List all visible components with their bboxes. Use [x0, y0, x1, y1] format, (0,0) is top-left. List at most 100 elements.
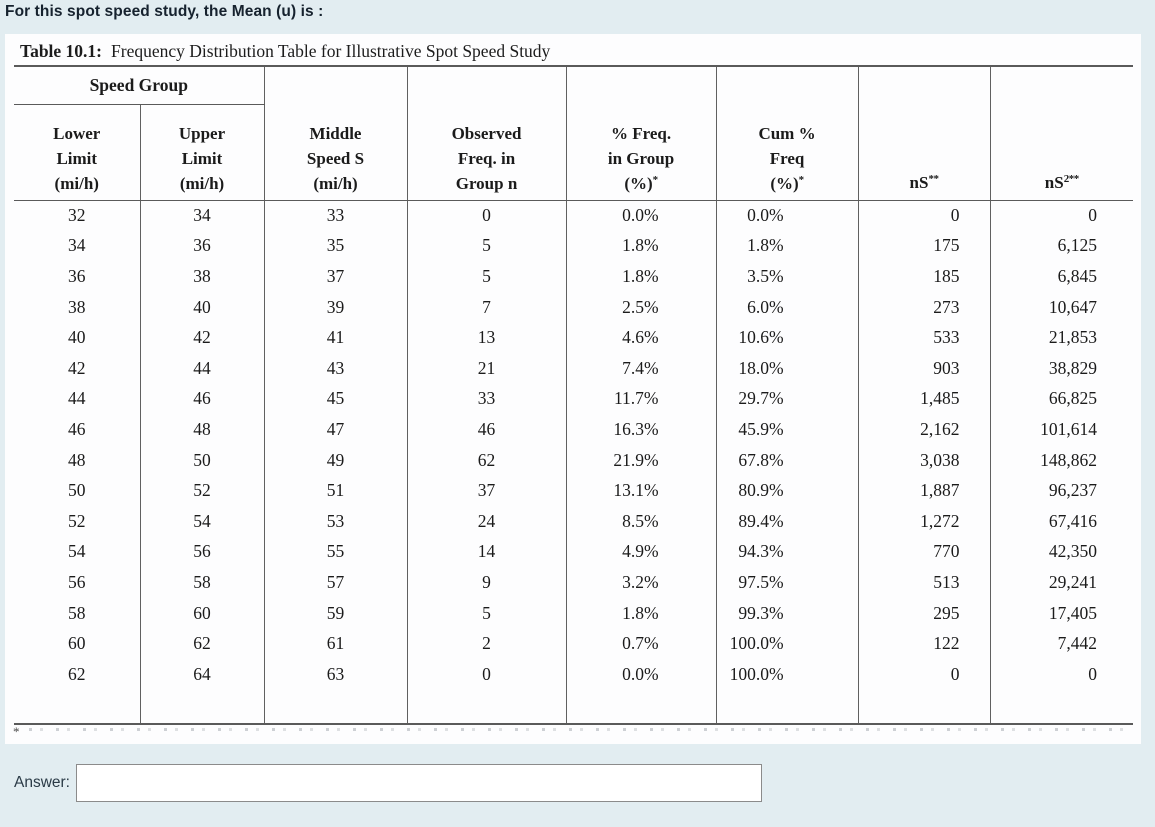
- cell: 38: [139, 261, 265, 292]
- cell: 185: [857, 261, 991, 292]
- cell: 18.0%: [715, 352, 859, 384]
- cell: 46: [406, 414, 567, 445]
- column-header-ns: nS**: [857, 66, 991, 201]
- answer-row: Answer:: [14, 764, 762, 802]
- cell: 32: [68, 205, 86, 226]
- cell: 33: [406, 383, 567, 415]
- cell: 770: [857, 536, 991, 568]
- cell: 6,845: [989, 261, 1134, 292]
- cell: 48: [68, 449, 86, 470]
- cell: 60: [139, 597, 265, 629]
- cell: 148,862: [989, 444, 1134, 476]
- cell: 1,887: [857, 475, 991, 506]
- cell: 11.7%: [565, 383, 717, 415]
- cell: 58: [139, 567, 265, 598]
- table-row: 36 38 37 5 1.8% 3.5% 185 6,845: [14, 261, 1134, 292]
- cell: 29.7%: [715, 383, 859, 415]
- cell: 45: [263, 383, 408, 415]
- cell: 295: [857, 597, 991, 629]
- cell: 80.9%: [715, 475, 859, 506]
- table-title: Table 10.1: Frequency Distribution Table …: [5, 34, 1141, 65]
- cell: 5: [406, 597, 567, 629]
- answer-input[interactable]: [76, 764, 762, 802]
- cell: 122: [857, 628, 991, 659]
- table-row: 34 36 35 5 1.8% 1.8% 175 6,125: [14, 230, 1134, 262]
- table-row: 56 58 57 9 3.2% 97.5% 513 29,241: [14, 567, 1134, 598]
- cell: 13.1%: [565, 475, 717, 506]
- cell: 44: [139, 352, 265, 384]
- cell: 63: [263, 658, 408, 690]
- cell: 0.0%: [565, 200, 717, 231]
- cell: 43: [263, 352, 408, 384]
- cell: 13: [406, 322, 567, 353]
- cell: 21,853: [989, 322, 1134, 353]
- table-row: 62 64 63 0 0.0% 100.0% 0 0: [14, 658, 1134, 690]
- cell: 5: [406, 261, 567, 292]
- cell: 17,405: [989, 597, 1134, 629]
- table-row: 46 48 47 46 16.3% 45.9% 2,162 101,614: [14, 414, 1134, 445]
- cell: 21: [406, 352, 567, 384]
- cell: 67,416: [989, 505, 1134, 537]
- cell: 0: [857, 200, 991, 231]
- cell: 6,125: [989, 230, 1134, 262]
- cell: 0.0%: [715, 200, 859, 231]
- cell: 9: [406, 567, 567, 598]
- cell: 96,237: [989, 475, 1134, 506]
- cell: 45.9%: [715, 414, 859, 445]
- cell: 47: [263, 414, 408, 445]
- cell: 34: [139, 200, 265, 231]
- cell: 94.3%: [715, 536, 859, 568]
- cell: 46: [139, 383, 265, 415]
- table-title-text: Frequency Distribution Table for Illustr…: [111, 41, 551, 61]
- table-row: 40 42 41 13 4.6% 10.6% 533 21,853: [14, 322, 1134, 353]
- cell: 44: [68, 388, 86, 409]
- cell: 57: [263, 567, 408, 598]
- table-row: 38 40 39 7 2.5% 6.0% 273 10,647: [14, 291, 1134, 323]
- cell: 1.8%: [565, 230, 717, 262]
- cell: 3,038: [857, 444, 991, 476]
- cell: 29,241: [989, 567, 1134, 598]
- cell: 5: [406, 230, 567, 262]
- cell: 52: [139, 475, 265, 506]
- cell: 7.4%: [565, 352, 717, 384]
- cell: 0: [406, 200, 567, 231]
- cell: 3.2%: [565, 567, 717, 598]
- column-header-lower-limit: Lower Limit (mi/h): [14, 104, 140, 201]
- cell: 38,829: [989, 352, 1134, 384]
- cell: 97.5%: [715, 567, 859, 598]
- cell: 89.4%: [715, 505, 859, 537]
- cell: 42: [139, 322, 265, 353]
- cell: 0.7%: [565, 628, 717, 659]
- cell: 10,647: [989, 291, 1134, 323]
- cell: 6.0%: [715, 291, 859, 323]
- column-header-cum-pct-freq: Cum % Freq (%)*: [715, 66, 859, 201]
- cell: 533: [857, 322, 991, 353]
- cell: 36: [68, 265, 86, 286]
- cell: 0: [857, 658, 991, 690]
- column-header-observed-freq: Observed Freq. in Group n: [406, 66, 567, 201]
- cell: 101,614: [989, 414, 1134, 445]
- table-row: 54 56 55 14 4.9% 94.3% 770 42,350: [14, 536, 1134, 568]
- cell: 55: [263, 536, 408, 568]
- column-header-upper-limit: Upper Limit (mi/h): [139, 104, 265, 201]
- cell: 10.6%: [715, 322, 859, 353]
- cell: 16.3%: [565, 414, 717, 445]
- cell: 41: [263, 322, 408, 353]
- cell: 0: [989, 200, 1134, 231]
- cell: 64: [139, 658, 265, 690]
- cell: 37: [263, 261, 408, 292]
- table-row: 44 46 45 33 11.7% 29.7% 1,485 66,825: [14, 383, 1134, 415]
- cell: 61: [263, 628, 408, 659]
- cell: 2: [406, 628, 567, 659]
- table-row: 50 52 51 37 13.1% 80.9% 1,887 96,237: [14, 475, 1134, 506]
- table-row: 32 34 33 0 0.0% 0.0% 0 0: [14, 200, 1134, 231]
- cell: 3.5%: [715, 261, 859, 292]
- clipped-footnote-text: [29, 727, 1123, 731]
- cell: 0.0%: [565, 658, 717, 690]
- cell: 59: [263, 597, 408, 629]
- cell: 1,272: [857, 505, 991, 537]
- cell: 49: [263, 444, 408, 476]
- cell: 35: [263, 230, 408, 262]
- question-text: For this spot speed study, the Mean (u) …: [5, 3, 324, 20]
- cell: 2,162: [857, 414, 991, 445]
